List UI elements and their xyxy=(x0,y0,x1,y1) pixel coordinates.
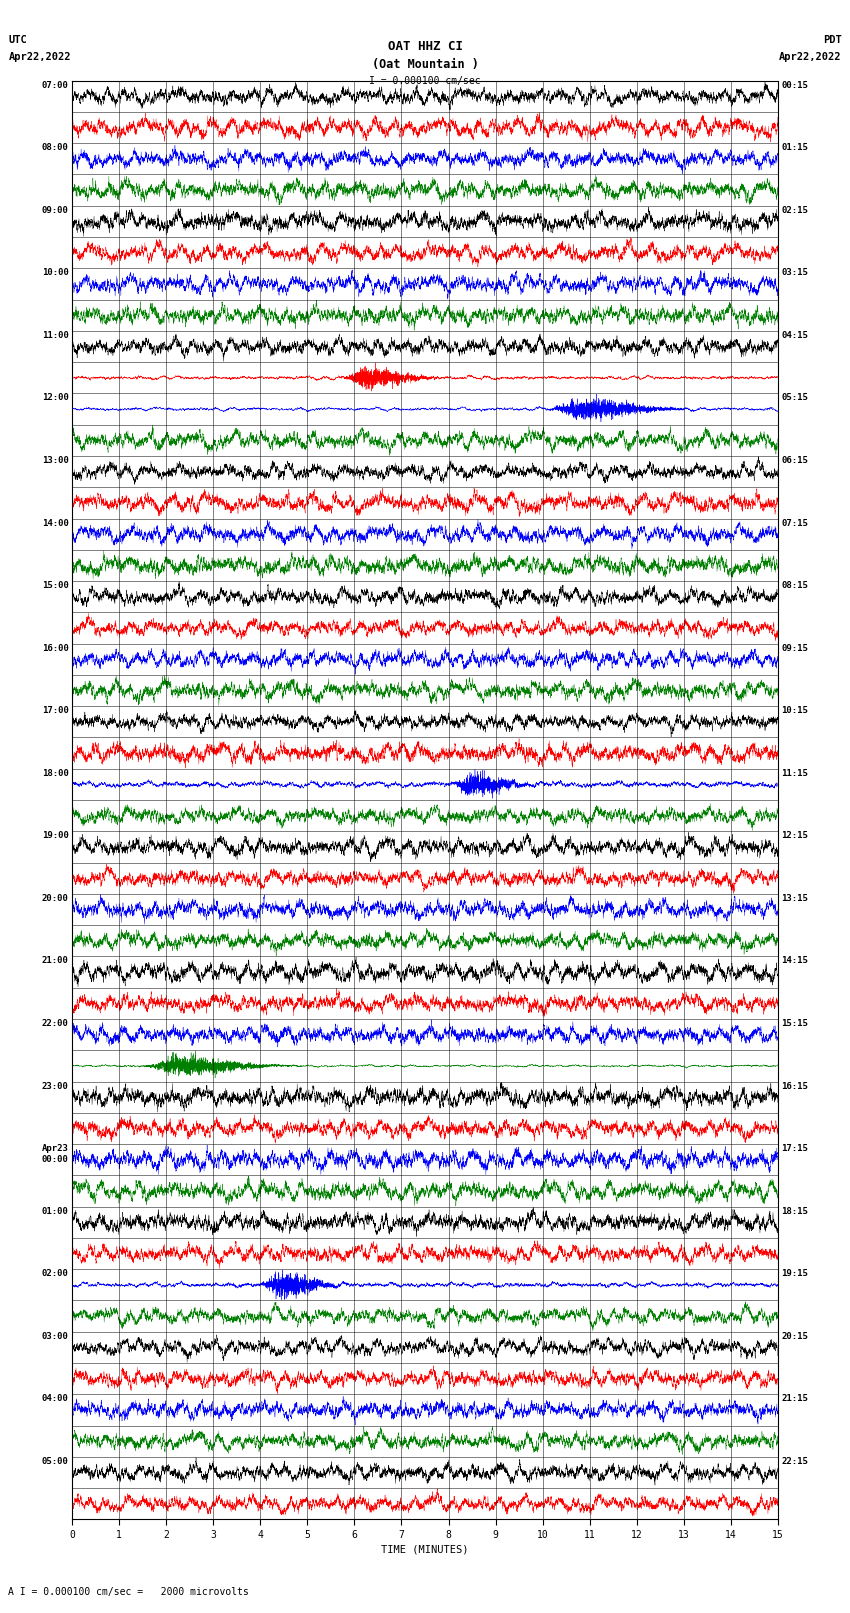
Text: 20:15: 20:15 xyxy=(781,1332,808,1340)
Text: 12:00: 12:00 xyxy=(42,394,69,402)
Text: 11:00: 11:00 xyxy=(42,331,69,340)
Text: 22:00: 22:00 xyxy=(42,1019,69,1027)
Text: 03:15: 03:15 xyxy=(781,268,808,277)
Text: 01:15: 01:15 xyxy=(781,144,808,152)
Text: 08:15: 08:15 xyxy=(781,581,808,590)
Text: 02:15: 02:15 xyxy=(781,206,808,215)
Text: 06:15: 06:15 xyxy=(781,456,808,465)
Text: 10:15: 10:15 xyxy=(781,706,808,715)
Text: 08:00: 08:00 xyxy=(42,144,69,152)
Text: 20:00: 20:00 xyxy=(42,894,69,903)
Text: 14:00: 14:00 xyxy=(42,518,69,527)
Text: 00:15: 00:15 xyxy=(781,81,808,90)
Text: 11:15: 11:15 xyxy=(781,769,808,777)
Text: 07:00: 07:00 xyxy=(42,81,69,90)
Text: (Oat Mountain ): (Oat Mountain ) xyxy=(371,58,479,71)
Text: 18:15: 18:15 xyxy=(781,1207,808,1216)
Text: A I = 0.000100 cm/sec =   2000 microvolts: A I = 0.000100 cm/sec = 2000 microvolts xyxy=(8,1587,249,1597)
Text: 13:00: 13:00 xyxy=(42,456,69,465)
Text: 13:15: 13:15 xyxy=(781,894,808,903)
Text: 09:15: 09:15 xyxy=(781,644,808,653)
Text: OAT HHZ CI: OAT HHZ CI xyxy=(388,40,462,53)
Text: 16:15: 16:15 xyxy=(781,1082,808,1090)
Text: 22:15: 22:15 xyxy=(781,1457,808,1466)
Text: 18:00: 18:00 xyxy=(42,769,69,777)
Text: 14:15: 14:15 xyxy=(781,957,808,966)
Text: 03:00: 03:00 xyxy=(42,1332,69,1340)
Text: 17:00: 17:00 xyxy=(42,706,69,715)
Text: 02:00: 02:00 xyxy=(42,1269,69,1277)
Text: 04:00: 04:00 xyxy=(42,1394,69,1403)
Text: 10:00: 10:00 xyxy=(42,268,69,277)
X-axis label: TIME (MINUTES): TIME (MINUTES) xyxy=(382,1544,468,1553)
Text: 23:00: 23:00 xyxy=(42,1082,69,1090)
Text: Apr22,2022: Apr22,2022 xyxy=(8,52,71,61)
Text: 15:00: 15:00 xyxy=(42,581,69,590)
Text: 07:15: 07:15 xyxy=(781,518,808,527)
Text: Apr22,2022: Apr22,2022 xyxy=(779,52,842,61)
Text: 21:00: 21:00 xyxy=(42,957,69,966)
Text: I = 0.000100 cm/sec: I = 0.000100 cm/sec xyxy=(369,76,481,85)
Text: 21:15: 21:15 xyxy=(781,1394,808,1403)
Text: 09:00: 09:00 xyxy=(42,206,69,215)
Text: PDT: PDT xyxy=(823,35,842,45)
Text: 04:15: 04:15 xyxy=(781,331,808,340)
Text: 15:15: 15:15 xyxy=(781,1019,808,1027)
Text: 19:15: 19:15 xyxy=(781,1269,808,1277)
Text: 12:15: 12:15 xyxy=(781,831,808,840)
Text: 19:00: 19:00 xyxy=(42,831,69,840)
Text: 16:00: 16:00 xyxy=(42,644,69,653)
Text: Apr23
00:00: Apr23 00:00 xyxy=(42,1144,69,1163)
Text: UTC: UTC xyxy=(8,35,27,45)
Text: 05:15: 05:15 xyxy=(781,394,808,402)
Text: 05:00: 05:00 xyxy=(42,1457,69,1466)
Text: 17:15: 17:15 xyxy=(781,1144,808,1153)
Text: 01:00: 01:00 xyxy=(42,1207,69,1216)
